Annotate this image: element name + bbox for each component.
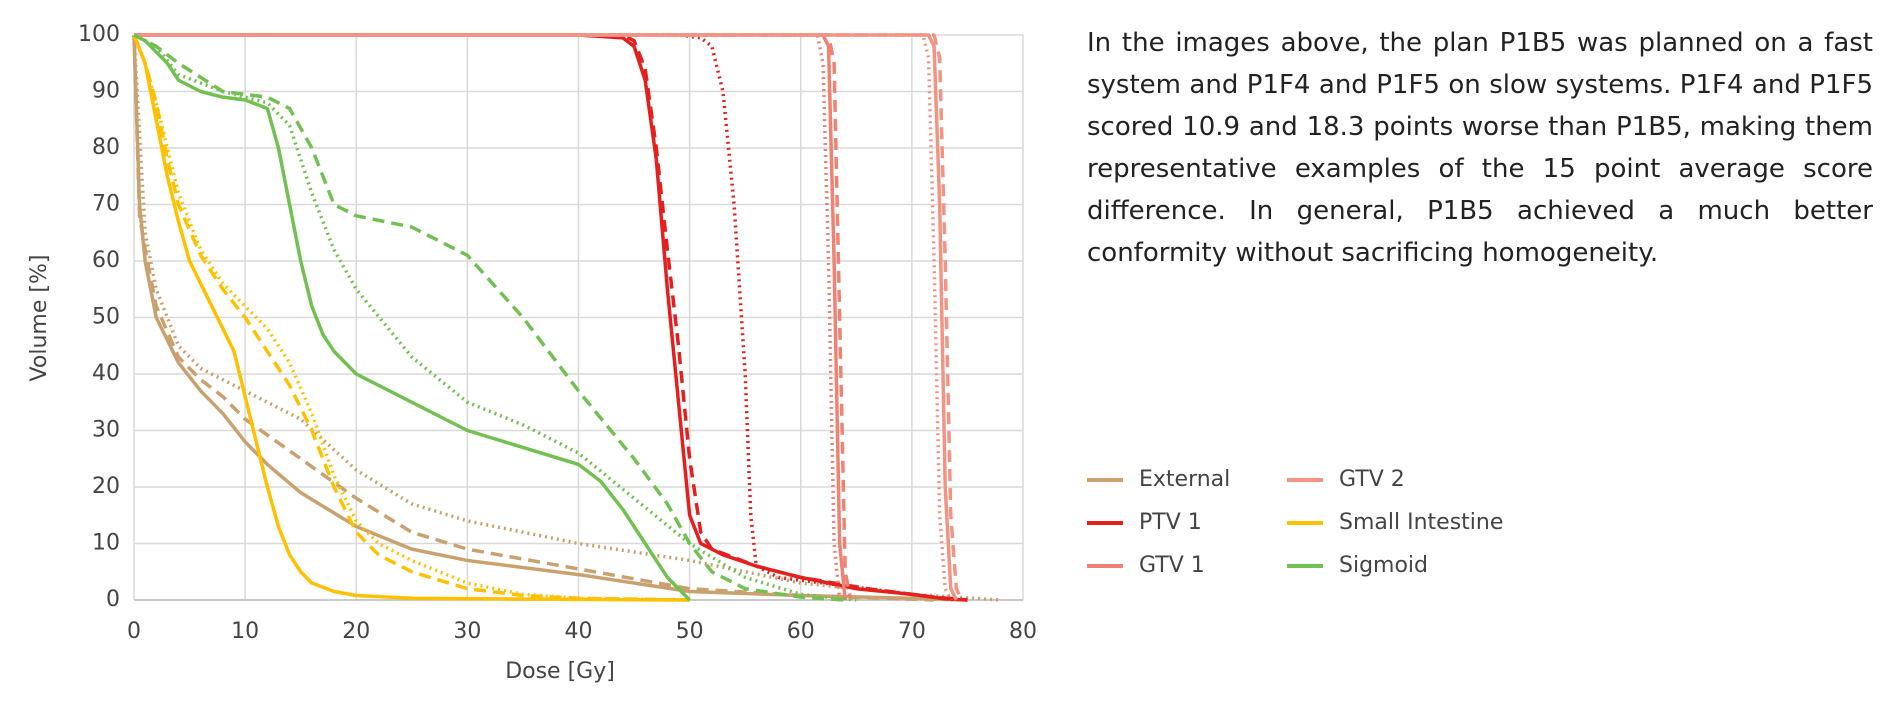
- legend-label: PTV 1: [1139, 510, 1202, 535]
- legend-label: Small Intestine: [1339, 510, 1503, 535]
- y-tick-label: 50: [92, 305, 120, 330]
- y-tick-label: 20: [92, 474, 120, 499]
- line: [132, 34, 968, 602]
- line: [132, 34, 690, 602]
- line: [133, 33, 691, 602]
- x-tick-label: 50: [676, 619, 704, 644]
- line: [132, 34, 690, 602]
- x-tick-label: 10: [231, 619, 259, 644]
- y-tick-label: 10: [92, 531, 120, 556]
- y-tick-label: 70: [92, 192, 120, 217]
- y-tick-label: 30: [92, 418, 120, 443]
- y-tick-label: 40: [92, 361, 120, 386]
- line: [134, 33, 953, 601]
- line: [132, 34, 1001, 602]
- y-tick-label: 90: [92, 79, 120, 104]
- x-tick-label: 20: [342, 619, 370, 644]
- legend-label: GTV 2: [1339, 467, 1405, 492]
- x-tick-label: 40: [565, 619, 593, 644]
- y-axis-title: Volume [%]: [27, 255, 52, 382]
- x-tick-label: 0: [127, 619, 141, 644]
- legend-label: External: [1139, 467, 1230, 492]
- x-tick-label: 80: [1009, 619, 1037, 644]
- line: [133, 33, 857, 602]
- x-axis-title: Dose [Gy]: [505, 659, 615, 684]
- y-tick-label: 60: [92, 248, 120, 273]
- legend-label: GTV 1: [1139, 553, 1205, 578]
- x-tick-label: 70: [898, 619, 926, 644]
- y-tick-label: 80: [92, 135, 120, 160]
- y-tick-label: 0: [106, 587, 120, 612]
- x-tick-label: 60: [787, 619, 815, 644]
- line: [134, 33, 964, 601]
- x-tick-label: 30: [453, 619, 481, 644]
- line: [134, 33, 958, 601]
- line: [133, 33, 846, 602]
- y-tick-label: 100: [78, 22, 120, 47]
- caption: In the images above, the plan P1B5 was p…: [1087, 28, 1873, 268]
- line: [134, 33, 842, 601]
- legend-label: Sigmoid: [1339, 553, 1428, 578]
